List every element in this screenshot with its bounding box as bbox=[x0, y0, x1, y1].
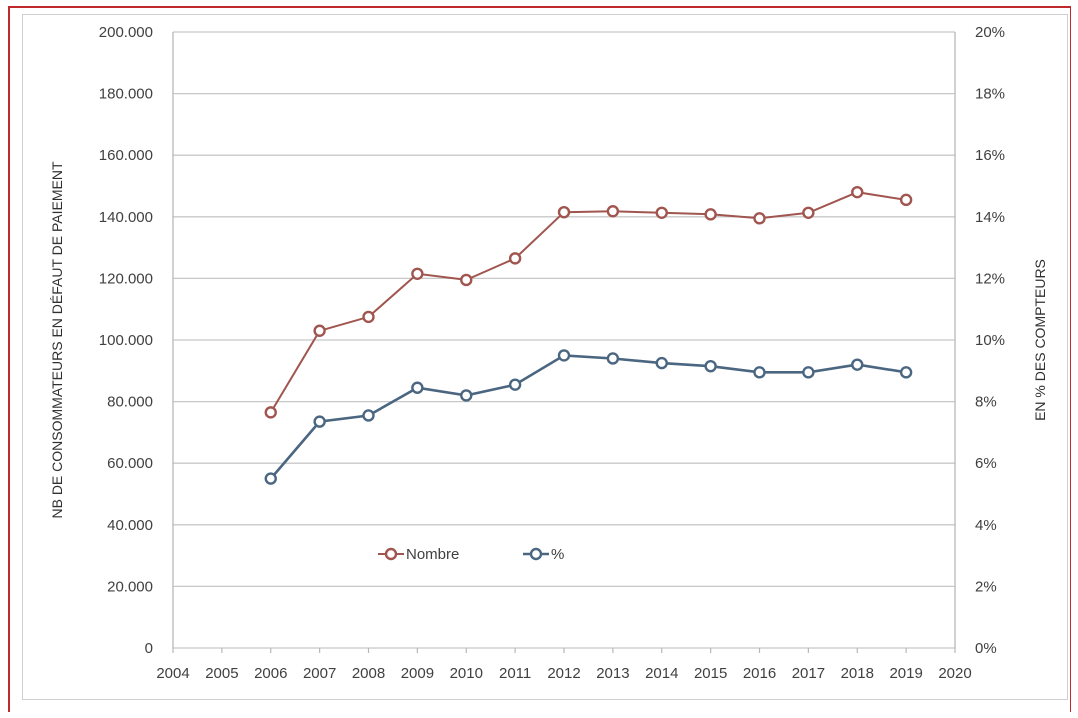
data-point-nombre bbox=[802, 206, 815, 219]
data-point-nombre bbox=[508, 252, 522, 265]
data-point-percent bbox=[899, 366, 913, 379]
y-tick-label: 140.000 bbox=[99, 209, 153, 226]
data-point-nombre bbox=[557, 205, 571, 219]
data-point-percent bbox=[313, 415, 326, 428]
data-point-nombre bbox=[362, 310, 375, 324]
data-point-percent bbox=[851, 358, 864, 371]
y-tick-label: 120.000 bbox=[99, 270, 153, 287]
data-point-percent bbox=[753, 366, 766, 379]
y2-tick-label: 4% bbox=[975, 517, 997, 534]
legend-label-nombre: Nombre bbox=[406, 546, 459, 563]
x-tick-label: 2015 bbox=[694, 665, 727, 682]
y-tick-label: 200.000 bbox=[99, 24, 153, 41]
x-tick-label: 2006 bbox=[254, 665, 287, 682]
y-tick-label: 20.000 bbox=[107, 578, 153, 595]
x-tick-label: 2018 bbox=[841, 665, 874, 682]
left-axis-title: NB DE CONSOMMATEURS EN DÉFAUT DE PAIEMEN… bbox=[49, 161, 65, 518]
y2-tick-label: 12% bbox=[975, 270, 1005, 287]
y2-tick-label: 10% bbox=[975, 332, 1005, 349]
legend-marker-percent bbox=[529, 547, 543, 561]
y-tick-label: 80.000 bbox=[107, 394, 153, 411]
x-tick-label: 2013 bbox=[596, 665, 629, 682]
data-point-percent bbox=[411, 381, 424, 394]
data-point-percent bbox=[460, 389, 473, 402]
y-tick-label: 0 bbox=[145, 640, 153, 657]
y2-tick-label: 16% bbox=[975, 147, 1005, 164]
data-point-percent bbox=[802, 366, 815, 379]
x-tick-label: 2014 bbox=[645, 665, 678, 682]
x-tick-label: 2017 bbox=[792, 665, 825, 682]
left-y-axis-ticks: 0 20.000 40.000 60.000 80.000 100.000 120.000 1… bbox=[99, 24, 153, 657]
data-point-nombre bbox=[899, 193, 913, 207]
y-tick-label: 60.000 bbox=[107, 455, 153, 472]
x-tick-label: 2009 bbox=[401, 665, 434, 682]
x-tick-label: 2016 bbox=[743, 665, 776, 682]
data-point-nombre bbox=[753, 212, 766, 225]
x-tick-label: 2019 bbox=[889, 665, 922, 682]
y2-tick-label: 6% bbox=[975, 455, 997, 472]
y-tick-label: 160.000 bbox=[99, 147, 153, 164]
x-tick-label: 2007 bbox=[303, 665, 336, 682]
legend-label-percent: % bbox=[551, 546, 564, 563]
data-point-nombre bbox=[704, 208, 717, 221]
series-group bbox=[264, 185, 913, 485]
series-line-percent bbox=[269, 354, 907, 480]
series-line-nombre bbox=[269, 191, 907, 413]
x-tick-label: 2011 bbox=[499, 665, 531, 682]
data-point-nombre bbox=[264, 406, 277, 419]
x-tick-label: 2010 bbox=[450, 665, 483, 682]
x-tick-label: 2020 bbox=[938, 665, 971, 682]
data-point-nombre bbox=[313, 324, 326, 337]
legend: Nombre% bbox=[378, 546, 564, 563]
x-tick-label: 2005 bbox=[205, 665, 238, 682]
y2-tick-label: 8% bbox=[975, 394, 997, 411]
data-point-percent bbox=[264, 472, 277, 485]
data-point-percent bbox=[508, 378, 522, 391]
right-y-axis-ticks: 0% 2% 4% 6% 8% 10% 12% 14% 16% 18% 20% bbox=[975, 24, 1005, 657]
right-axis-title: EN % DES COMPTEURS bbox=[1032, 259, 1048, 421]
y2-tick-label: 20% bbox=[975, 24, 1005, 41]
x-tick-label: 2012 bbox=[547, 665, 580, 682]
data-point-nombre bbox=[460, 273, 473, 287]
data-point-nombre bbox=[606, 205, 620, 218]
chart-area-border bbox=[22, 14, 1068, 700]
x-tick-label: 2008 bbox=[352, 665, 385, 682]
data-point-percent bbox=[704, 359, 717, 373]
data-point-nombre bbox=[411, 267, 424, 280]
data-point-percent bbox=[606, 352, 620, 365]
x-tick-label: 2004 bbox=[156, 665, 189, 682]
data-point-percent bbox=[557, 349, 571, 362]
x-axis-ticks: 2004 2005 2006 2007 2008 2009 2010 2011 2012 2013… bbox=[156, 648, 972, 682]
y-tick-label: 40.000 bbox=[107, 517, 153, 534]
y2-tick-label: 0% bbox=[975, 640, 997, 657]
y-tick-label: 100.000 bbox=[99, 332, 153, 349]
y2-tick-label: 2% bbox=[975, 578, 997, 595]
data-point-nombre bbox=[655, 206, 668, 219]
y2-tick-label: 14% bbox=[975, 209, 1005, 226]
y2-tick-label: 18% bbox=[975, 86, 1005, 103]
legend-marker-nombre bbox=[384, 547, 398, 561]
data-point-percent bbox=[362, 409, 375, 422]
y-tick-label: 180.000 bbox=[99, 86, 153, 103]
data-point-percent bbox=[655, 356, 668, 370]
chart-frame bbox=[8, 6, 1071, 712]
data-point-nombre bbox=[851, 185, 864, 199]
